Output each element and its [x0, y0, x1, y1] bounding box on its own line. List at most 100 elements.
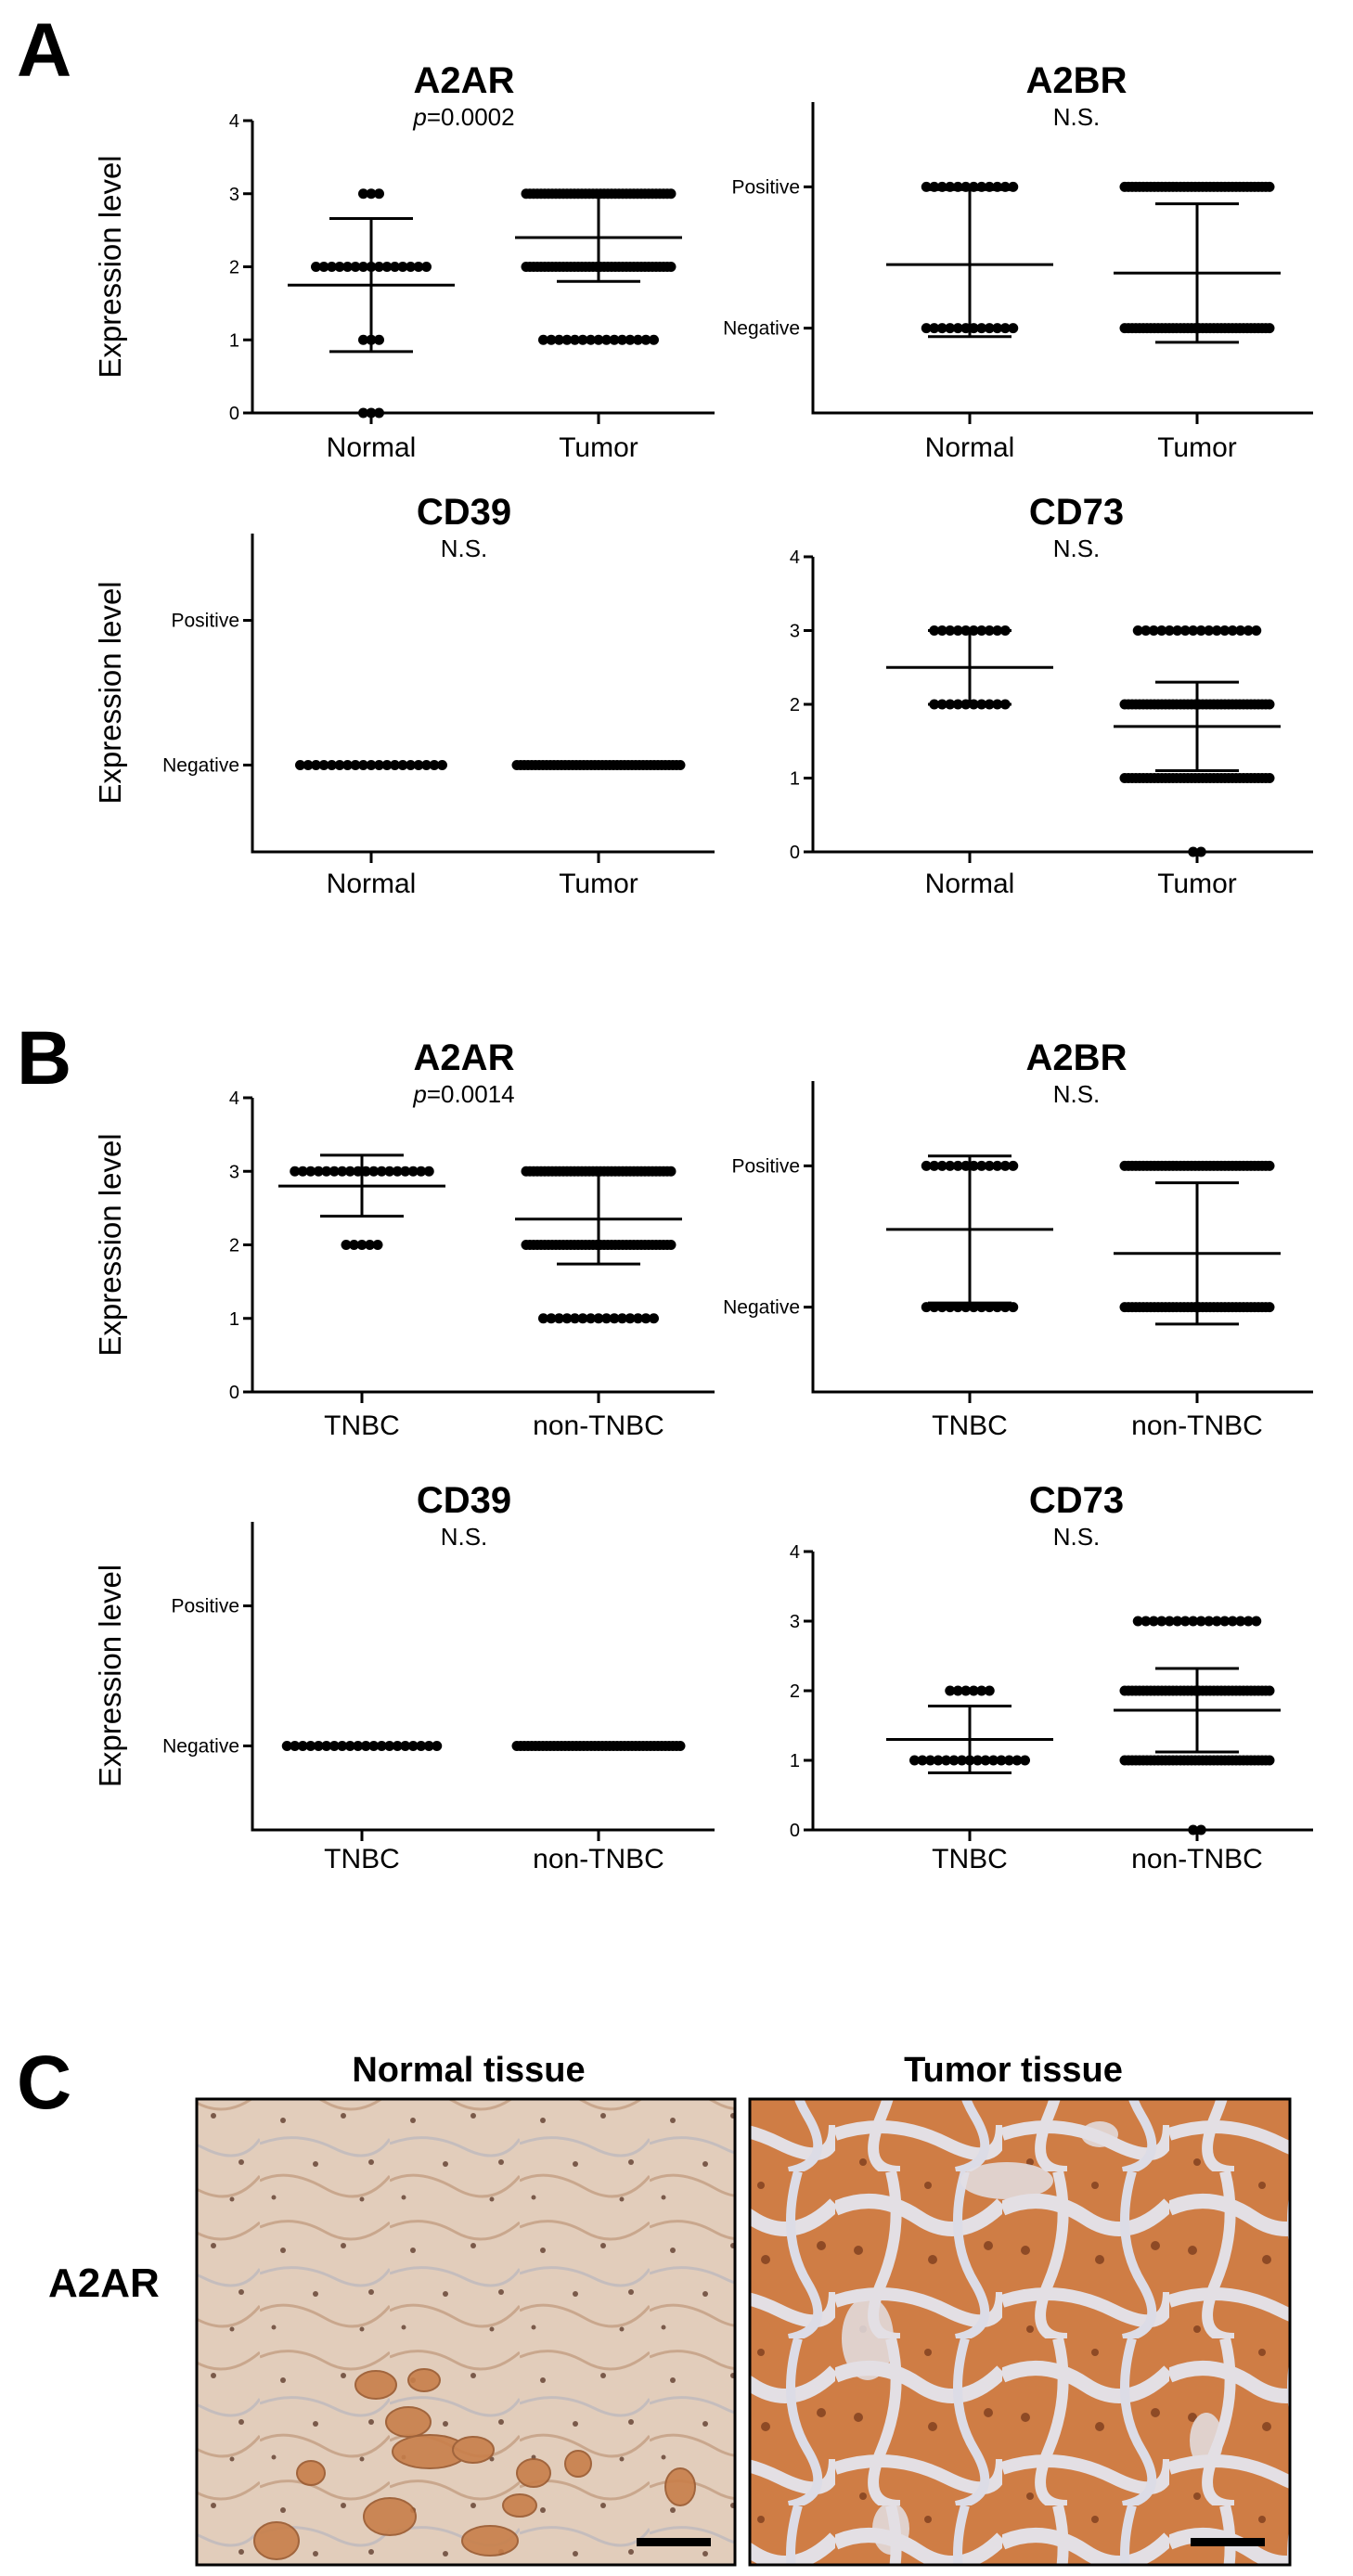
heading-normal-tissue: Normal tissue: [352, 2051, 585, 2090]
x-category-label: TNBC: [324, 1410, 400, 1441]
data-point: [413, 759, 424, 770]
data-point: [360, 1740, 371, 1751]
subtitle-text: N.S.: [1053, 103, 1101, 131]
data-point: [400, 1740, 411, 1751]
data-point: [413, 262, 424, 272]
data-point: [1264, 1160, 1275, 1171]
chart-title: CD39: [417, 1480, 511, 1521]
data-point: [358, 334, 368, 345]
data-point: [400, 1166, 411, 1177]
subtitle-italic-p: p: [412, 103, 426, 131]
data-point: [593, 1313, 604, 1324]
x-category-label: Tumor: [1157, 869, 1237, 899]
y-tick-label: 0: [790, 1821, 800, 1841]
data-point: [368, 1166, 380, 1177]
y-tick-label: 1: [790, 1751, 800, 1771]
data-point: [1008, 1160, 1019, 1171]
data-point: [329, 1166, 340, 1177]
data-point: [992, 1160, 1003, 1171]
chart-title: A2AR: [414, 60, 515, 101]
data-point: [1195, 1616, 1206, 1627]
x-category-label: non-TNBC: [533, 1410, 664, 1441]
data-point: [538, 1313, 548, 1324]
y-tick-label: 3: [790, 1612, 800, 1632]
x-category-label: Tumor: [559, 432, 638, 463]
data-point: [976, 1302, 987, 1313]
data-point: [327, 262, 337, 272]
data-point: [313, 1166, 324, 1177]
data-point: [929, 1160, 940, 1171]
data-point: [392, 1166, 403, 1177]
y-tick-label: 4: [229, 1088, 239, 1109]
group-1-points: [521, 1166, 676, 1324]
data-point: [554, 334, 564, 345]
data-point: [1264, 699, 1275, 710]
data-point: [1188, 625, 1199, 636]
data-point: [384, 1166, 395, 1177]
subtitle-text: =0.0002: [427, 103, 515, 131]
data-point: [1264, 181, 1275, 192]
data-point: [366, 407, 377, 419]
data-point: [437, 759, 447, 770]
data-point: [665, 1166, 676, 1177]
panel-letter-c: C: [17, 2041, 71, 2125]
data-point: [936, 323, 947, 334]
data-point: [368, 1740, 380, 1751]
data-point: [921, 1302, 932, 1313]
data-point: [992, 323, 1003, 334]
group-0-points: [290, 1166, 434, 1250]
data-point: [952, 1160, 963, 1171]
y-tick-label: 2: [229, 258, 239, 278]
data-point: [366, 759, 377, 770]
data-point: [350, 759, 361, 770]
x-category-label: TNBC: [932, 1410, 1008, 1441]
chart-subtitle: N.S.: [1053, 1080, 1101, 1108]
data-point: [999, 1302, 1011, 1313]
data-point: [1164, 1616, 1175, 1627]
data-point: [609, 1313, 620, 1324]
group-0-points: [921, 1160, 1019, 1313]
data-point: [358, 407, 368, 419]
data-point: [1219, 625, 1231, 636]
data-point: [1132, 625, 1143, 636]
data-point: [980, 1755, 991, 1766]
data-point: [374, 334, 384, 345]
y-tick-label: Positive: [731, 1155, 800, 1177]
subtitle-text: N.S.: [1053, 1080, 1101, 1108]
data-point: [1195, 1824, 1206, 1835]
data-point: [1219, 1616, 1231, 1627]
data-point: [999, 323, 1011, 334]
group-0-points: [295, 759, 447, 770]
data-point: [570, 334, 580, 345]
data-point: [407, 1166, 419, 1177]
group-1-points: [1119, 1160, 1275, 1313]
data-point: [429, 759, 440, 770]
data-point: [1264, 773, 1275, 783]
data-point: [625, 1313, 636, 1324]
data-point: [374, 188, 384, 200]
data-point: [321, 1740, 332, 1751]
y-tick-label: 3: [229, 1162, 239, 1182]
data-point: [1264, 323, 1275, 334]
data-point: [921, 323, 932, 334]
data-point: [365, 1240, 375, 1250]
chart-title: A2BR: [1026, 1037, 1128, 1078]
data-point: [1204, 1616, 1215, 1627]
data-point: [297, 1166, 308, 1177]
data-point: [561, 334, 573, 345]
subtitle-text: =0.0014: [427, 1080, 515, 1108]
group-0-points: [281, 1740, 443, 1751]
data-point: [390, 759, 400, 770]
panel-letter-a: A: [17, 8, 71, 93]
group-1-points: [521, 188, 676, 345]
data-point: [1148, 625, 1159, 636]
data-point: [374, 759, 384, 770]
data-point: [546, 1313, 557, 1324]
data-point: [374, 407, 384, 419]
data-point: [358, 262, 368, 272]
panel-letter-b: B: [17, 1016, 71, 1101]
y-tick-label: 2: [229, 1236, 239, 1256]
data-point: [1195, 625, 1206, 636]
